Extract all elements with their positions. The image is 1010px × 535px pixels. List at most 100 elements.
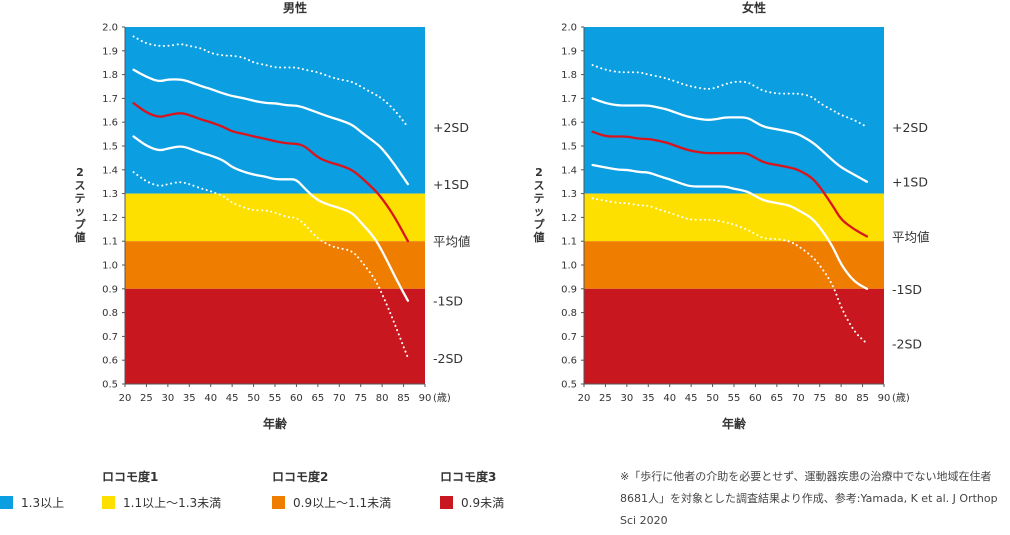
x-tick-label: 55 [728, 393, 741, 404]
x-tick-label: 65 [311, 393, 324, 404]
x-tick-label: 55 [269, 393, 282, 404]
chart-male: 0.5 0.6 0.7 0.8 0.9 1.0 1.1 1.2 1.3 1.4 1.5 1.6 1.7 1… [74, 0, 471, 431]
x-tick-label: 40 [204, 393, 217, 404]
y-tick-label: 1.6 [102, 118, 118, 129]
x-tick-label: 90 [878, 393, 891, 404]
x-tick-label: 35 [183, 393, 196, 404]
series-end-label: -1SD [433, 294, 463, 309]
series-end-label: +2SD [892, 120, 928, 135]
series-line [132, 68, 410, 186]
y-tick-label: 1.4 [561, 165, 577, 176]
y-tick-label: 0.6 [102, 356, 118, 367]
x-tick-label: 75 [354, 393, 367, 404]
series-line [132, 171, 409, 359]
series-line [591, 130, 869, 238]
y-axis-label: 2 ステップ値 [533, 166, 546, 244]
x-tick-label: 45 [685, 393, 698, 404]
legend-item: 1.3以上 [0, 494, 64, 511]
x-tick-label: 65 [770, 393, 783, 404]
legend-item: 0.9未満 [440, 494, 504, 511]
y-tick-label: 1.8 [102, 70, 118, 81]
legend-heading: ロコモ度3 [440, 470, 497, 484]
series-line [132, 35, 409, 128]
x-tick-label: 25 [599, 393, 612, 404]
legend-swatch-red [440, 496, 453, 509]
chart-title: 男性 [283, 0, 307, 15]
y-tick-label: 0.8 [102, 308, 118, 319]
source-note: ※「歩行に他者の介助を必要とせず、運動器疾患の治療中でない地域在住者8681人」… [620, 470, 998, 527]
legend-swatch-orange [272, 496, 285, 509]
legend-label: 0.9以上～1.1未満 [293, 496, 392, 510]
y-tick-label: 0.9 [561, 284, 577, 295]
series-end-label: +1SD [892, 175, 928, 190]
chart-title: 女性 [742, 0, 766, 15]
y-tick-label: 1.1 [102, 237, 118, 248]
y-tick-label: 1.0 [102, 261, 118, 272]
x-tick-label: 20 [578, 393, 591, 404]
y-tick-label: 1.2 [102, 213, 118, 224]
y-tick-label: 1.6 [561, 118, 577, 129]
band-0 [125, 27, 425, 194]
series-end-label: 平均値 [892, 229, 930, 244]
x-tick-label: 25 [140, 393, 153, 404]
y-tick-label: 0.7 [102, 332, 118, 343]
x-unit-label: (歳) [433, 392, 451, 404]
y-tick-label: 1.7 [561, 94, 577, 105]
series-line [132, 102, 410, 243]
band-2 [584, 241, 884, 289]
x-tick-label: 90 [419, 393, 432, 404]
series-line [591, 97, 869, 183]
x-tick-label: 85 [397, 393, 410, 404]
legend: 1.3以上 ロコモ度1 1.1以上～1.3未満 ロコモ度2 0.9以上～1.1未… [0, 462, 1010, 522]
legend-label: 1.3以上 [21, 496, 65, 510]
y-tick-label: 0.5 [561, 380, 577, 391]
series-end-label: +1SD [433, 177, 469, 192]
x-tick-label: 50 [706, 393, 719, 404]
x-axis-label: 年齢 [722, 416, 747, 431]
band-1 [125, 193, 425, 242]
y-tick-label: 1.5 [102, 142, 118, 153]
y-tick-label: 1.2 [561, 213, 577, 224]
legend-item: 1.1以上～1.3未満 [102, 494, 221, 511]
x-tick-label: 45 [226, 393, 239, 404]
x-tick-label: 35 [642, 393, 655, 404]
legend-item: 0.9以上～1.1未満 [272, 494, 391, 511]
y-tick-label: 0.7 [561, 332, 577, 343]
legend-swatch-yellow [102, 496, 115, 509]
band-3 [125, 288, 425, 384]
x-axis-label: 年齢 [263, 416, 288, 431]
x-tick-label: 75 [813, 393, 826, 404]
y-tick-label: 2.0 [561, 23, 577, 34]
legend-heading: ロコモ度2 [272, 470, 329, 484]
y-tick-label: 1.3 [561, 189, 577, 200]
y-tick-label: 1.1 [561, 237, 577, 248]
x-unit-label: (歳) [892, 392, 910, 404]
x-tick-label: 70 [792, 393, 805, 404]
y-tick-label: 2.0 [102, 23, 118, 34]
y-tick-label: 1.7 [102, 94, 118, 105]
series-line [591, 163, 869, 290]
x-tick-label: 20 [119, 393, 132, 404]
series-line [132, 135, 410, 302]
x-tick-label: 60 [749, 393, 762, 404]
y-tick-label: 1.5 [561, 142, 577, 153]
y-tick-label: 1.8 [561, 70, 577, 81]
legend-label: 0.9未満 [461, 496, 505, 510]
y-tick-label: 1.9 [561, 46, 577, 57]
x-tick-label: 60 [290, 393, 303, 404]
legend-label: 1.1以上～1.3未満 [123, 496, 222, 510]
series-end-label: -2SD [433, 351, 463, 366]
y-tick-label: 0.8 [561, 308, 577, 319]
x-tick-label: 70 [333, 393, 346, 404]
x-tick-label: 85 [856, 393, 869, 404]
band-3 [584, 288, 884, 384]
y-tick-label: 1.3 [102, 189, 118, 200]
y-tick-label: 1.4 [102, 165, 118, 176]
y-axis-label: 2 ステップ値 [74, 166, 87, 244]
band-0 [584, 27, 884, 194]
x-tick-label: 80 [835, 393, 848, 404]
x-tick-label: 50 [247, 393, 260, 404]
x-tick-label: 30 [161, 393, 174, 404]
chart-female: 0.5 0.6 0.7 0.8 0.9 1.0 1.1 1.2 1.3 1.4 1.5 1.6 1.7 1… [533, 0, 930, 431]
charts-area: 0.5 0.6 0.7 0.8 0.9 1.0 1.1 1.2 1.3 1.4 1.5 1.6 1.7 1… [74, 0, 930, 431]
